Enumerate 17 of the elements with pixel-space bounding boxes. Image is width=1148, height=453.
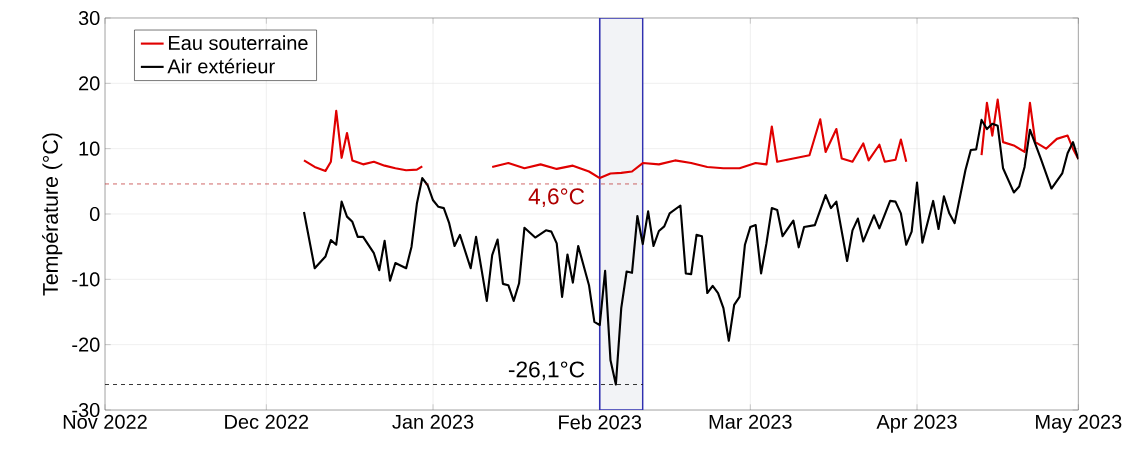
- x-tick-label: Feb 2023: [559, 414, 642, 430]
- y-tick-label: 20: [79, 76, 100, 91]
- y-tick-label: -10: [72, 272, 100, 287]
- ref-line-label: -26,1°C: [508, 361, 585, 381]
- legend-label: Air extérieur: [167, 58, 275, 74]
- x-tick-label: Mar 2023: [709, 414, 792, 429]
- ref-line-label: 4,6°C: [528, 188, 585, 208]
- x-tick-label: Dec 2022: [225, 414, 309, 429]
- y-tick-label: -20: [72, 337, 100, 352]
- x-tick-label: May 2023: [1036, 414, 1122, 433]
- x-tick-label: Apr 2023: [876, 414, 957, 433]
- x-tick-label: Jan 2023: [392, 414, 474, 429]
- y-tick-label: 10: [79, 141, 100, 156]
- y-tick-label: 30: [78, 10, 100, 26]
- y-tick-label: 0: [89, 206, 100, 222]
- legend-label: Eau souterraine: [169, 35, 308, 51]
- y-axis-title: Température (°C): [42, 133, 63, 296]
